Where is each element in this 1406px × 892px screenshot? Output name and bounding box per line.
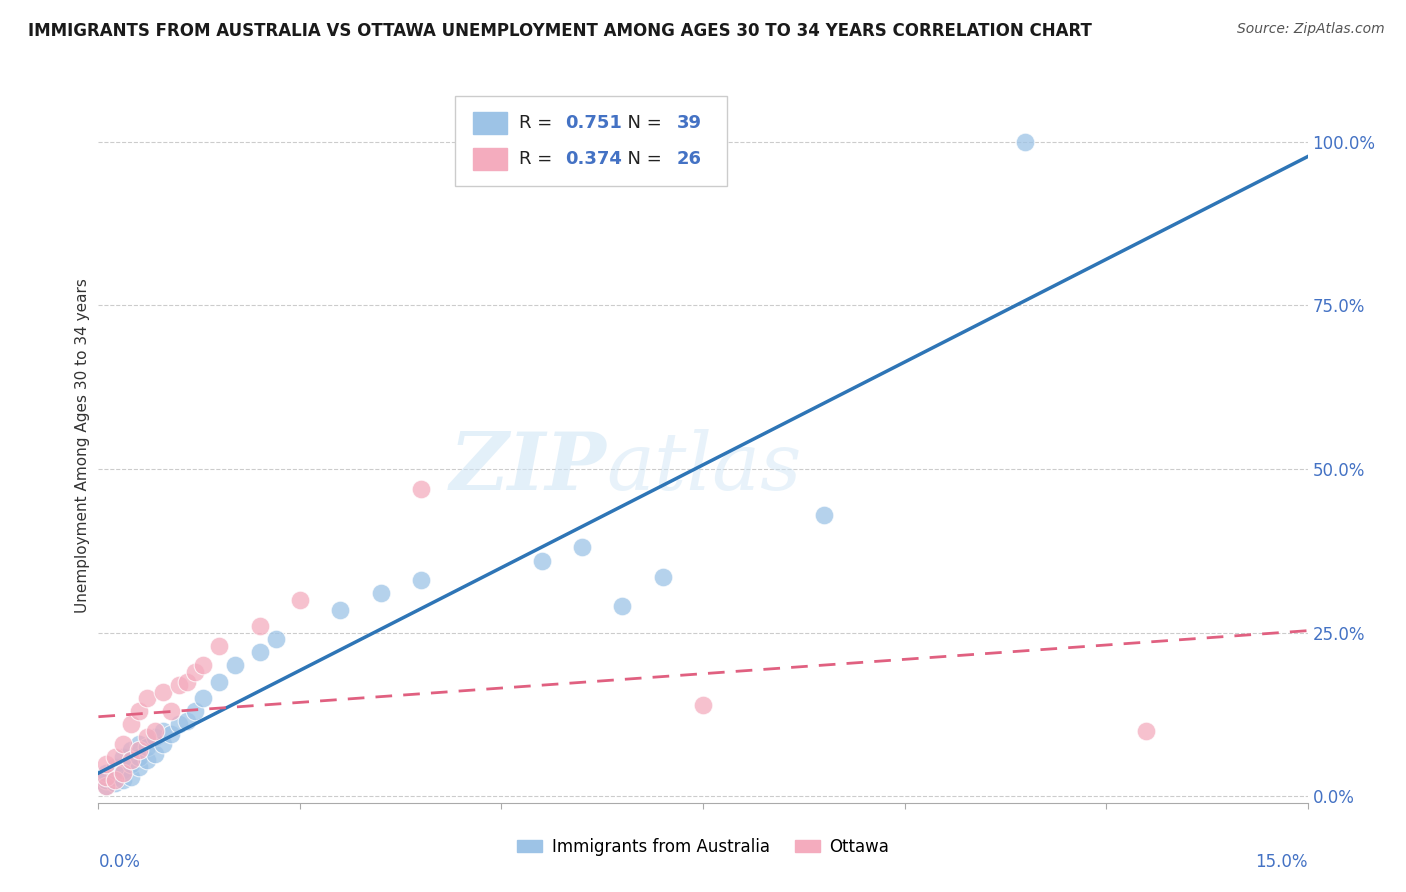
- Text: 15.0%: 15.0%: [1256, 853, 1308, 871]
- Point: [530, 553, 553, 567]
- Point: [208, 674, 231, 689]
- Point: [612, 599, 634, 614]
- Point: [288, 592, 311, 607]
- Point: [193, 691, 215, 706]
- Point: [103, 750, 125, 764]
- Point: [370, 586, 392, 600]
- Point: [264, 632, 287, 647]
- Point: [167, 678, 190, 692]
- Point: [1135, 723, 1157, 738]
- Text: 0.374: 0.374: [565, 150, 621, 168]
- Point: [249, 619, 271, 633]
- Point: [1014, 135, 1036, 149]
- Point: [103, 772, 125, 787]
- Point: [160, 704, 183, 718]
- Point: [111, 750, 134, 764]
- Point: [96, 772, 118, 787]
- FancyBboxPatch shape: [474, 148, 508, 170]
- Point: [128, 704, 150, 718]
- Legend: Immigrants from Australia, Ottawa: Immigrants from Australia, Ottawa: [510, 831, 896, 863]
- Point: [135, 731, 157, 745]
- Y-axis label: Unemployment Among Ages 30 to 34 years: Unemployment Among Ages 30 to 34 years: [75, 278, 90, 614]
- Point: [135, 691, 157, 706]
- Text: atlas: atlas: [606, 429, 801, 506]
- Point: [571, 541, 593, 555]
- Point: [135, 740, 157, 755]
- Text: ZIP: ZIP: [450, 429, 606, 506]
- Point: [111, 763, 134, 777]
- Point: [135, 753, 157, 767]
- Point: [96, 780, 118, 794]
- Text: 26: 26: [676, 150, 702, 168]
- Point: [176, 674, 198, 689]
- Point: [167, 717, 190, 731]
- Text: N =: N =: [616, 150, 668, 168]
- Point: [208, 639, 231, 653]
- Text: N =: N =: [616, 114, 668, 132]
- Text: IMMIGRANTS FROM AUSTRALIA VS OTTAWA UNEMPLOYMENT AMONG AGES 30 TO 34 YEARS CORRE: IMMIGRANTS FROM AUSTRALIA VS OTTAWA UNEM…: [28, 22, 1092, 40]
- Point: [143, 747, 166, 761]
- Point: [96, 770, 118, 784]
- Point: [160, 727, 183, 741]
- Point: [813, 508, 835, 522]
- Point: [128, 760, 150, 774]
- Point: [193, 658, 215, 673]
- FancyBboxPatch shape: [456, 96, 727, 186]
- Point: [128, 737, 150, 751]
- Text: 0.0%: 0.0%: [98, 853, 141, 871]
- Point: [120, 753, 142, 767]
- FancyBboxPatch shape: [474, 112, 508, 134]
- Point: [152, 684, 174, 698]
- Point: [111, 772, 134, 787]
- Point: [96, 780, 118, 794]
- Point: [128, 750, 150, 764]
- Point: [103, 776, 125, 790]
- Point: [176, 714, 198, 728]
- Point: [143, 723, 166, 738]
- Text: 39: 39: [676, 114, 702, 132]
- Point: [184, 665, 207, 679]
- Point: [120, 756, 142, 771]
- Point: [120, 743, 142, 757]
- Point: [184, 704, 207, 718]
- Text: R =: R =: [519, 114, 558, 132]
- Point: [128, 743, 150, 757]
- Point: [103, 770, 125, 784]
- Point: [249, 645, 271, 659]
- Text: Source: ZipAtlas.com: Source: ZipAtlas.com: [1237, 22, 1385, 37]
- Point: [143, 731, 166, 745]
- Point: [224, 658, 246, 673]
- Point: [103, 760, 125, 774]
- Point: [152, 723, 174, 738]
- Point: [152, 737, 174, 751]
- Point: [96, 766, 118, 780]
- Point: [96, 756, 118, 771]
- Text: 0.751: 0.751: [565, 114, 621, 132]
- Point: [120, 717, 142, 731]
- Point: [329, 602, 352, 616]
- Point: [120, 770, 142, 784]
- Point: [409, 573, 432, 587]
- Text: R =: R =: [519, 150, 558, 168]
- Point: [651, 570, 673, 584]
- Point: [111, 737, 134, 751]
- Point: [692, 698, 714, 712]
- Point: [111, 766, 134, 780]
- Point: [409, 482, 432, 496]
